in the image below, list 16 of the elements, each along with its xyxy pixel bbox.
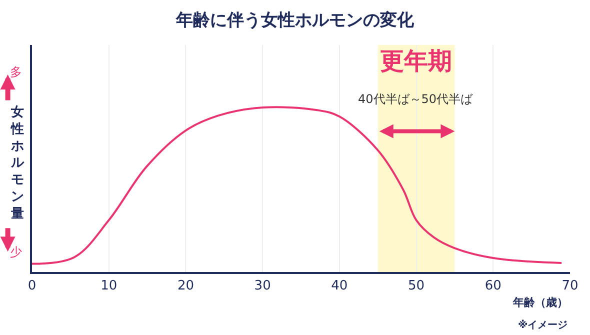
chart-title: 年齢に伴う女性ホルモンの変化: [175, 10, 415, 30]
text: 少: [10, 245, 22, 259]
x-tick-label: 30: [254, 278, 271, 294]
x-tick-label: 20: [177, 278, 194, 294]
text: 多: [10, 65, 22, 79]
x-tick-label: 70: [562, 278, 578, 294]
x-tick-label: 40: [331, 278, 348, 294]
x-tick-label: 0: [28, 278, 36, 294]
text: ※イメージ: [518, 319, 568, 331]
text: 40代半ば～50代半ば: [358, 92, 474, 106]
y-axis-title: 女性ホルモン量: [10, 105, 25, 222]
x-tick-label: 50: [408, 278, 425, 294]
x-tick-label: 10: [100, 278, 118, 294]
band-label: 更年期: [380, 47, 452, 75]
x-tick-label: 60: [484, 278, 502, 294]
x-axis-title: 年齢（歳）: [512, 296, 568, 309]
